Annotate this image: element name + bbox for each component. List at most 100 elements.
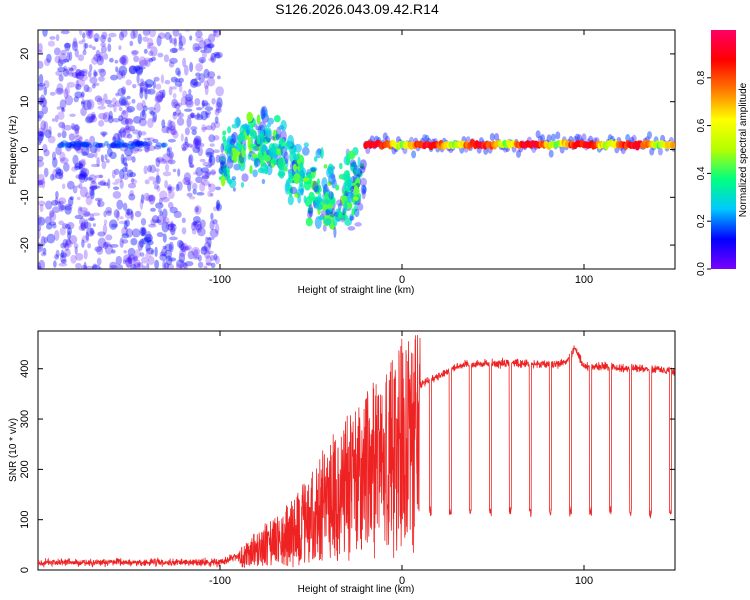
heatmap-cell (84, 219, 89, 230)
heatmap-cell (168, 236, 178, 241)
heatmap-cell (58, 121, 66, 129)
heatmap-cell (170, 128, 178, 136)
heatmap-cell (116, 139, 125, 145)
heatmap-cell (201, 99, 205, 109)
heatmap-cell (131, 256, 139, 262)
heatmap-cell (38, 82, 46, 87)
heatmap-cell (89, 213, 95, 221)
heatmap-cell (144, 89, 148, 100)
heatmap-cell (184, 127, 190, 136)
heatmap-cell (47, 40, 56, 47)
heatmap-cell (270, 159, 279, 164)
heatmap-cell (184, 64, 189, 76)
heatmap-cell (206, 250, 214, 255)
heatmap-cell (98, 174, 104, 179)
heatmap-cell (156, 232, 164, 238)
heatmap-cell (213, 121, 221, 129)
heatmap-cell (58, 170, 64, 180)
heatmap-cell (57, 132, 62, 138)
heatmap-cell (94, 37, 98, 43)
heatmap-cell (182, 141, 190, 148)
heatmap-cell (136, 141, 144, 147)
heatmap-cell (161, 247, 168, 257)
heatmap-cell (143, 48, 148, 54)
heatmap-cell (175, 108, 182, 116)
heatmap-cell (107, 36, 112, 43)
heatmap-cell (187, 181, 192, 192)
heatmap-cell (147, 117, 154, 129)
heatmap-cell (137, 82, 145, 87)
heatmap-cell (125, 228, 133, 238)
heatmap-cell (121, 109, 127, 115)
heatmap-cell (203, 46, 208, 51)
heatmap-cell (130, 178, 138, 185)
heatmap-cell (97, 231, 106, 237)
heatmap-cell (57, 200, 61, 208)
heatmap-cell (84, 42, 89, 49)
heatmap-cell (75, 72, 80, 79)
heatmap-cell (140, 131, 147, 136)
heatmap-cell (154, 95, 163, 104)
heatmap-cell (92, 141, 100, 147)
heatmap-cell (79, 207, 88, 212)
heatmap-cell (156, 184, 161, 192)
heatmap-cell (349, 159, 357, 167)
heatmap-cell (155, 91, 164, 103)
heatmap-cell (169, 125, 176, 136)
heatmap-cell (310, 167, 317, 173)
heatmap-cell (158, 158, 167, 164)
heatmap-cell (209, 154, 213, 163)
heatmap-cell (146, 145, 156, 151)
heatmap-cell (125, 124, 130, 131)
heatmap-cell (94, 95, 103, 102)
heatmap-cell (191, 246, 201, 257)
heatmap-cell (119, 56, 126, 64)
heatmap-cell (167, 223, 177, 232)
heatmap-cell (85, 116, 94, 124)
heatmap-cell (80, 142, 86, 148)
heatmap-cell (278, 125, 285, 130)
heatmap-cell (60, 249, 65, 258)
heatmap-cell (146, 141, 153, 146)
heatmap-cell (197, 254, 202, 262)
heatmap-cell (103, 241, 111, 247)
heatmap-cell (38, 200, 46, 207)
heatmap-cell (99, 51, 104, 62)
heatmap-cell (63, 42, 72, 49)
heatmap-cell (122, 202, 128, 211)
heatmap-cell (308, 204, 314, 218)
heatmap-cell (168, 151, 174, 159)
heatmap-cell (207, 42, 215, 49)
heatmap-cell (144, 59, 151, 68)
heatmap-cell (124, 118, 134, 126)
heatmap-cell (540, 134, 545, 143)
heatmap-cell (190, 78, 198, 86)
heatmap-cell (127, 255, 133, 265)
colorbar-label: Normalized spectral amplitude (738, 82, 749, 217)
heatmap-cell (299, 176, 304, 188)
heatmap-cell (220, 161, 228, 169)
heatmap-cell (200, 142, 205, 148)
heatmap-cell (38, 110, 44, 119)
heatmap-cell (204, 106, 214, 111)
heatmap-cell (167, 146, 173, 152)
heatmap-cell (180, 261, 189, 269)
heatmap-cell (349, 213, 354, 222)
x-tick-label: 100 (575, 274, 593, 286)
heatmap-cell (189, 35, 193, 41)
heatmap-cell (205, 164, 212, 168)
heatmap-cell (103, 93, 108, 102)
heatmap-cell (136, 102, 144, 111)
heatmap-cell (220, 176, 226, 187)
heatmap-cell (104, 243, 113, 255)
heatmap-cell (187, 114, 196, 119)
heatmap-cell (160, 74, 165, 84)
heatmap-cell (95, 143, 101, 149)
heatmap-cell (190, 145, 195, 149)
heatmap-cell (147, 239, 151, 244)
heatmap-cell (123, 254, 132, 263)
heatmap-cell (155, 142, 163, 148)
heatmap-cell (191, 182, 198, 191)
heatmap-cell (494, 133, 500, 141)
heatmap-cell (175, 67, 181, 76)
